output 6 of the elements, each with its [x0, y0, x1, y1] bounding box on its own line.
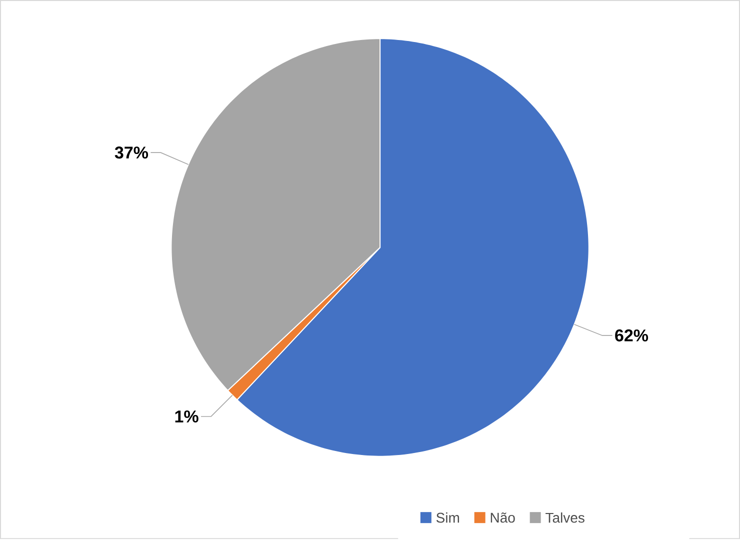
- legend-label: Sim: [436, 512, 460, 523]
- legend-label: Talves: [546, 512, 584, 523]
- data-label: 37%: [114, 146, 148, 159]
- legend-label: Não: [490, 512, 515, 523]
- data-label: 62%: [615, 330, 648, 342]
- data-label: 1%: [175, 410, 198, 423]
